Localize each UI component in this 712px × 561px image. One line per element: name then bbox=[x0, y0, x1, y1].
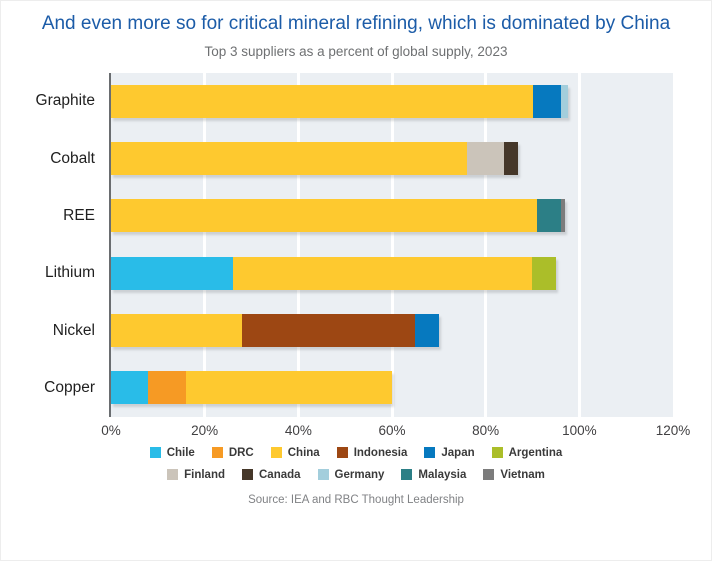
bar-segment-japan bbox=[415, 314, 439, 348]
legend-item-germany: Germany bbox=[317, 468, 385, 481]
category-label-copper: Copper bbox=[44, 378, 95, 396]
stacked-bar-ree bbox=[111, 199, 673, 233]
legend-label-canada: Canada bbox=[259, 468, 301, 481]
bar-row-lithium bbox=[111, 245, 673, 302]
legend-swatch-vietnam bbox=[483, 469, 495, 481]
bar-row-ree bbox=[111, 187, 673, 244]
legend-swatch-indonesia bbox=[336, 447, 348, 459]
category-label-nickel: Nickel bbox=[52, 321, 95, 339]
stacked-bar-copper bbox=[111, 371, 673, 405]
legend-swatch-canada bbox=[242, 469, 253, 481]
legend-label-china: China bbox=[287, 446, 320, 459]
legend-label-indonesia: Indonesia bbox=[353, 446, 408, 459]
bar-segment-china bbox=[111, 84, 533, 118]
legend-item-argentina: Argentina bbox=[491, 446, 563, 459]
bar-segment-chile bbox=[111, 371, 149, 405]
category-label-lithium: Lithium bbox=[45, 264, 95, 282]
gridline-60 bbox=[390, 72, 394, 417]
legend-swatch-drc bbox=[211, 447, 223, 459]
x-tick-label-40: 40% bbox=[284, 422, 312, 438]
x-tick-label-80: 80% bbox=[472, 422, 500, 438]
category-label-graphite: Graphite bbox=[35, 92, 95, 110]
legend-swatch-chile bbox=[149, 447, 161, 459]
legend-swatch-finland bbox=[167, 469, 179, 481]
x-tick-label-60: 60% bbox=[378, 422, 406, 438]
legend-item-vietnam: Vietnam bbox=[483, 469, 545, 481]
legend-label-germany: Germany bbox=[334, 468, 385, 481]
legend-label-drc: DRC bbox=[228, 446, 254, 459]
legend-row-2: Finland Canada Germany Malaysia Vietnam bbox=[1, 469, 711, 481]
legend-item-chile: Chile bbox=[149, 446, 195, 459]
bar-segment-chile bbox=[111, 256, 233, 290]
gridline-100 bbox=[577, 72, 581, 417]
bar-segment-canada bbox=[504, 142, 519, 176]
x-tick-label-0: 0% bbox=[101, 422, 121, 438]
legend-item-drc: DRC bbox=[211, 446, 254, 459]
legend-item-finland: Finland bbox=[167, 469, 225, 481]
bar-segment-drc bbox=[148, 371, 186, 405]
stacked-bar-chart: Graphite Cobalt REE Lithium Nickel Copper 0% 2… bbox=[1, 72, 711, 438]
legend-item-china: China bbox=[270, 446, 320, 459]
legend-label-argentina: Argentina bbox=[508, 446, 563, 459]
bar-segment-japan bbox=[532, 84, 561, 118]
y-axis-line bbox=[109, 72, 111, 417]
legend-swatch-malaysia bbox=[401, 469, 413, 481]
chart-subtitle: Top 3 suppliers as a percent of global s… bbox=[204, 43, 508, 59]
stacked-bar-nickel bbox=[111, 314, 673, 348]
category-label-ree: REE bbox=[63, 206, 95, 224]
x-tick-label-20: 20% bbox=[191, 422, 219, 438]
bar-rows bbox=[111, 73, 673, 417]
legend-swatch-china bbox=[270, 447, 282, 459]
legend-row-1: Chile DRC China Indonesia Japan Argentina bbox=[1, 447, 711, 459]
bar-row-graphite bbox=[111, 73, 673, 130]
bar-segment-china bbox=[111, 142, 467, 176]
x-axis: 0% 20% 40% 60% 80% 100% 120% bbox=[101, 422, 690, 441]
bar-segment-indonesia bbox=[242, 314, 416, 348]
bar-segment-china bbox=[111, 199, 538, 233]
legend-label-finland: Finland bbox=[184, 468, 225, 481]
bar-segment-finland bbox=[466, 142, 505, 176]
category-labels: Graphite Cobalt REE Lithium Nickel Copper bbox=[1, 73, 103, 417]
bar-segment-germany bbox=[560, 84, 568, 118]
bar-segment-malaysia bbox=[537, 199, 561, 233]
stacked-bar-lithium bbox=[111, 256, 673, 290]
category-label-cobalt: Cobalt bbox=[50, 149, 95, 167]
stacked-bar-cobalt bbox=[111, 142, 673, 176]
x-tick-label-120: 120% bbox=[655, 422, 691, 438]
legend: Chile DRC China Indonesia Japan Argentina Finl… bbox=[1, 447, 711, 481]
legend-label-japan: Japan bbox=[441, 446, 475, 459]
source-note: Source: IEA and RBC Thought Leadership bbox=[248, 493, 464, 506]
legend-label-malaysia: Malaysia bbox=[418, 468, 467, 481]
legend-swatch-japan bbox=[424, 447, 436, 459]
legend-swatch-germany bbox=[317, 469, 329, 481]
legend-item-malaysia: Malaysia bbox=[401, 469, 466, 481]
legend-label-vietnam: Vietnam bbox=[500, 468, 545, 481]
bar-segment-china bbox=[185, 371, 392, 405]
stacked-bar-graphite bbox=[111, 84, 673, 118]
gridline-40 bbox=[296, 72, 300, 417]
plot-area bbox=[111, 72, 673, 417]
bar-row-cobalt bbox=[111, 130, 673, 187]
x-tick-label-100: 100% bbox=[562, 422, 597, 438]
bar-segment-china bbox=[232, 256, 533, 290]
legend-item-japan: Japan bbox=[424, 446, 475, 459]
gridline-80 bbox=[484, 72, 488, 417]
legend-swatch-argentina bbox=[491, 447, 503, 459]
legend-item-canada: Canada bbox=[242, 469, 301, 481]
bar-segment-vietnam bbox=[560, 199, 566, 233]
bar-row-copper bbox=[111, 359, 673, 416]
legend-label-chile: Chile bbox=[166, 446, 195, 459]
chart-title: And even more so for critical mineral re… bbox=[41, 13, 671, 34]
bar-row-nickel bbox=[111, 302, 673, 359]
legend-item-indonesia: Indonesia bbox=[336, 446, 408, 459]
bar-segment-china bbox=[111, 314, 243, 348]
gridline-20 bbox=[203, 72, 207, 417]
bar-segment-argentina bbox=[532, 256, 556, 290]
